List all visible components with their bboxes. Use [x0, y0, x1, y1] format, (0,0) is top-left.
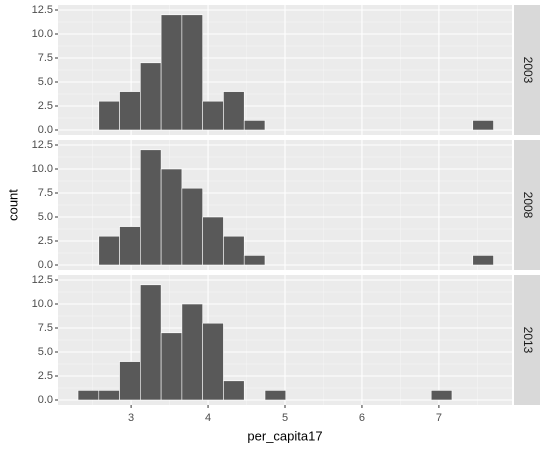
bar: [160, 168, 183, 266]
y-axis-title: count: [5, 189, 20, 221]
x-tick-label: 6: [359, 412, 365, 424]
bar: [77, 390, 100, 401]
y-tick-label: 5.0: [38, 211, 53, 223]
y-tick-label: 7.5: [38, 187, 53, 199]
bar: [98, 100, 120, 131]
bar: [98, 390, 120, 401]
y-tick-label: 0.0: [38, 394, 53, 406]
bar: [472, 120, 494, 131]
bar: [430, 390, 453, 401]
y-tick-label: 0.0: [38, 124, 53, 136]
strip-background: [514, 140, 540, 270]
y-tick-label: 2.5: [38, 100, 53, 112]
y-tick-label: 7.5: [38, 52, 53, 64]
bar: [140, 149, 162, 266]
x-tick-label: 4: [205, 412, 211, 424]
y-tick-label: 7.5: [38, 322, 53, 334]
bar: [181, 14, 203, 131]
y-tick-label: 0.0: [38, 259, 53, 271]
bar: [181, 303, 203, 401]
strip-background: [514, 275, 540, 405]
bar: [181, 187, 203, 266]
strip-label: 2003: [521, 57, 535, 84]
bar: [202, 100, 224, 131]
bar: [160, 14, 183, 131]
bar: [202, 216, 224, 266]
bar: [243, 255, 266, 266]
y-tick-label: 10.0: [32, 163, 53, 175]
y-tick-label: 5.0: [38, 76, 53, 88]
bar: [223, 91, 245, 131]
x-axis-title: per_capita17: [247, 428, 322, 443]
bar: [119, 361, 141, 401]
bar: [472, 255, 494, 266]
bar: [202, 322, 224, 401]
y-tick-label: 2.5: [38, 235, 53, 247]
strip-label: 2013: [521, 327, 535, 354]
bar: [264, 390, 287, 401]
bar: [243, 120, 266, 131]
y-tick-label: 12.5: [32, 139, 53, 151]
bar: [140, 62, 162, 131]
bar: [223, 235, 245, 266]
y-tick-label: 12.5: [32, 274, 53, 286]
bar: [119, 226, 141, 266]
y-tick-label: 5.0: [38, 346, 53, 358]
y-tick-label: 2.5: [38, 370, 53, 382]
bar: [119, 91, 141, 131]
y-tick-label: 10.0: [32, 28, 53, 40]
x-tick-label: 5: [282, 412, 288, 424]
bar: [98, 235, 120, 266]
bar: [140, 284, 162, 401]
strip-label: 2008: [521, 192, 535, 219]
x-tick-label: 3: [128, 412, 134, 424]
bar: [160, 332, 183, 401]
strip-background: [514, 5, 540, 135]
bar: [223, 380, 245, 401]
y-tick-label: 12.5: [32, 4, 53, 16]
y-tick-label: 10.0: [32, 298, 53, 310]
x-tick-label: 7: [436, 412, 442, 424]
